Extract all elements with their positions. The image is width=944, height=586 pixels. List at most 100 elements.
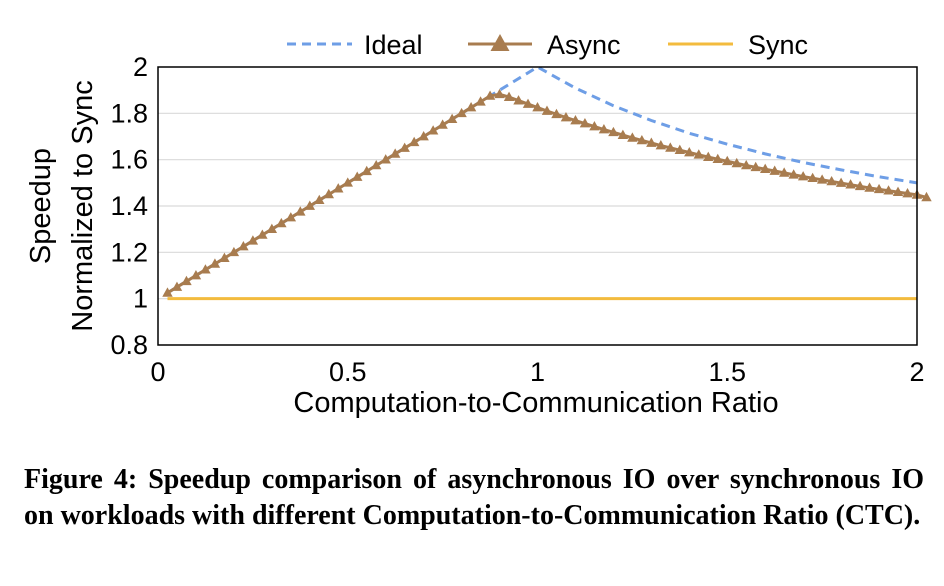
legend-label-async: Async [547, 30, 621, 60]
x-tick-label: 1 [530, 357, 545, 387]
async-marker [731, 157, 742, 168]
async-marker [446, 113, 458, 123]
async-marker [257, 229, 268, 239]
async-marker [475, 96, 486, 106]
speedup-chart: 0.8 1 1.2 1.4 1.6 1.8 2 0 0.5 1 1.5 2 Computation-… [25, 30, 932, 419]
async-marker [873, 183, 885, 194]
async-marker [456, 107, 467, 118]
async-marker [465, 102, 477, 112]
async-marker [560, 112, 572, 122]
y-tick-label: 1.8 [110, 98, 148, 128]
async-marker [522, 98, 534, 108]
async-marker [503, 91, 515, 101]
async-marker [314, 194, 325, 205]
async-marker [892, 186, 904, 196]
async-marker [200, 264, 211, 274]
async-marker [361, 165, 372, 176]
async-marker [266, 223, 278, 234]
async-marker [883, 185, 894, 195]
async-marker [826, 175, 837, 186]
gridlines [158, 112, 917, 300]
async-marker [693, 149, 705, 159]
async-marker [703, 151, 714, 161]
async-marker [285, 212, 297, 222]
async-marker [427, 125, 439, 135]
async-marker [181, 275, 192, 286]
async-marker [835, 177, 847, 187]
y-tick-label: 0.8 [110, 330, 148, 360]
async-marker [380, 154, 391, 164]
async-marker [750, 161, 761, 172]
async-marker [228, 246, 240, 257]
async-marker [304, 200, 316, 210]
x-tick-label: 0.5 [329, 357, 367, 387]
legend-marker-async [490, 34, 510, 51]
async-marker [437, 119, 448, 129]
legend-label-ideal: Ideal [364, 30, 423, 60]
async-marker [209, 258, 221, 268]
async-marker [162, 287, 173, 297]
async-marker [323, 188, 334, 199]
plot-frame [157, 66, 918, 346]
async-marker [589, 121, 600, 131]
async-marker [551, 108, 562, 119]
async-marker [342, 177, 353, 187]
legend: Ideal Async Sync [287, 30, 808, 60]
x-tick-label: 2 [909, 357, 924, 387]
y-axis-ticks: 0.8 1 1.2 1.4 1.6 1.8 2 [110, 52, 148, 360]
async-marker [333, 183, 344, 193]
async-marker [722, 155, 733, 166]
async-marker [788, 169, 799, 179]
async-marker [684, 146, 695, 157]
async-marker [627, 132, 638, 142]
async-marker [484, 90, 496, 100]
async-marker [617, 129, 629, 139]
figure-caption: Figure 4: Speedup comparison of asynchro… [24, 464, 924, 531]
async-marker [854, 180, 866, 191]
async-marker [399, 142, 410, 152]
series-async [162, 88, 932, 297]
async-marker [238, 241, 249, 251]
y-axis-label-line1: Speedup [25, 148, 57, 264]
async-marker [276, 217, 287, 228]
async-marker [608, 126, 619, 137]
async-marker [532, 102, 543, 112]
async-marker [171, 281, 183, 291]
y-tick-label: 1.2 [110, 237, 148, 267]
async-marker [902, 187, 913, 198]
async-marker [295, 206, 306, 216]
async-marker [570, 115, 581, 125]
async-marker [541, 105, 553, 115]
async-marker [389, 148, 401, 158]
async-marker [494, 88, 505, 99]
async-marker [513, 95, 524, 105]
y-tick-label: 1 [133, 284, 148, 314]
async-marker [712, 153, 723, 164]
async-marker [598, 124, 610, 134]
async-marker [778, 167, 790, 177]
y-tick-label: 2 [133, 52, 148, 82]
async-marker [636, 134, 648, 145]
async-marker [247, 235, 259, 245]
y-tick-label: 1.6 [110, 145, 148, 175]
y-tick-label: 1.4 [110, 191, 148, 221]
x-tick-label: 0 [150, 357, 165, 387]
async-marker [219, 252, 230, 262]
async-marker [665, 142, 676, 152]
async-marker [370, 159, 382, 170]
async-marker [408, 136, 420, 147]
async-marker [921, 191, 932, 202]
async-marker [674, 144, 686, 155]
async-marker [816, 174, 828, 184]
async-marker [352, 171, 363, 181]
async-marker [190, 270, 202, 280]
async-marker [579, 118, 591, 128]
async-marker [845, 179, 856, 189]
async-marker [807, 172, 818, 183]
async-marker [646, 137, 657, 147]
async-line [166, 92, 927, 295]
async-marker [741, 159, 752, 170]
async-marker [864, 182, 875, 192]
y-axis-label-line2: Normalized to Sync [67, 80, 99, 331]
x-tick-label: 1.5 [708, 357, 746, 387]
